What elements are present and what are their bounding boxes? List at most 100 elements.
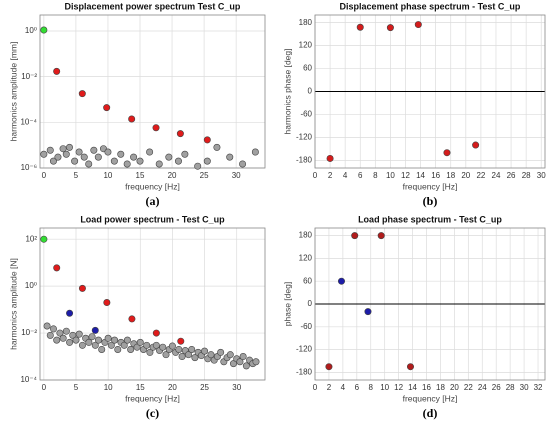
chart-title: Load power spectrum - Test C_up [80,214,225,224]
y-tick-label: -180 [296,368,313,377]
caption: (b) [423,194,438,208]
data-point [72,336,80,344]
y-tick-label: 10⁻² [21,72,37,81]
x-tick-label: 5 [74,383,79,392]
data-point [49,325,57,333]
data-point [252,358,260,366]
data-point [143,341,151,349]
x-tick-label: 0 [313,383,318,392]
plot-frame [314,14,546,169]
data-point [111,336,119,344]
x-axis-label: frequency [Hz] [125,181,180,191]
plot-area [40,15,265,168]
data-point [136,338,144,346]
data-point [239,353,247,361]
x-tick-label: 16 [422,383,431,392]
data-point [185,351,193,359]
data-point [98,345,106,353]
data-point [188,345,196,353]
data-point [152,329,160,337]
data-point [104,334,112,342]
y-tick-label: 10⁻⁶ [21,163,37,172]
data-point [226,351,234,359]
data-point [177,337,185,345]
x-tick-label: 15 [136,383,145,392]
data-point [162,351,170,359]
x-tick-label: 15 [136,171,145,180]
x-tick-label: 18 [436,383,445,392]
data-point [242,362,250,370]
x-tick-label: 26 [507,171,516,180]
y-axis-label: harmonics amplitude [N] [8,258,18,350]
y-tick-label: 10⁰ [25,26,37,35]
data-point [123,336,131,344]
data-point [46,146,54,154]
y-tick-label: 60 [303,276,312,285]
x-tick-label: 28 [522,171,531,180]
x-tick-label: 25 [200,171,209,180]
y-tick-label: -120 [296,133,313,142]
plot-frame [39,227,266,381]
data-point [203,136,211,144]
x-tick-label: 20 [168,171,177,180]
x-tick-label: 2 [328,171,333,180]
x-tick-label: 10 [103,171,112,180]
x-axis-label: frequency [Hz] [125,393,180,403]
plot-frame [314,227,546,381]
data-point [85,160,93,168]
data-point [75,330,83,338]
data-point [71,157,79,165]
data-point [181,150,189,158]
y-tick-label: 0 [308,87,313,96]
data-point [226,153,234,161]
x-tick-label: 6 [358,171,363,180]
x-tick-label: 30 [520,383,529,392]
data-point [90,146,98,154]
data-point [176,130,184,138]
x-tick-label: 20 [168,383,177,392]
data-point [75,148,83,156]
y-tick-label: -120 [296,345,313,354]
data-point [46,331,54,339]
data-point [165,153,173,161]
data-point [203,157,211,165]
data-point [103,104,111,112]
data-point [326,154,334,162]
x-tick-label: 4 [343,171,348,180]
data-point [65,143,73,151]
x-tick-label: 4 [341,383,346,392]
x-tick-label: 22 [476,171,485,180]
data-point [78,284,86,292]
data-point [133,343,141,351]
x-tick-label: 18 [446,171,455,180]
data-point [53,264,61,272]
data-point [356,23,364,31]
y-tick-label: 10⁰ [25,281,37,290]
data-point [217,348,225,356]
x-tick-label: 12 [401,171,410,180]
x-tick-label: 20 [461,171,470,180]
x-tick-label: 0 [42,171,47,180]
x-tick-label: 10 [386,171,395,180]
data-point [114,345,122,353]
y-tick-label: 180 [299,231,313,240]
x-tick-label: 14 [416,171,425,180]
y-axis-label: phase [deg] [282,282,292,326]
data-point [364,308,372,316]
chart-title: Displacement power spectrum Test C_up [65,1,241,11]
x-tick-label: 30 [232,383,241,392]
data-point [377,232,385,240]
data-point [351,232,359,240]
data-point [78,341,86,349]
data-point [386,24,394,32]
data-point [213,143,221,151]
data-point [239,160,247,168]
x-tick-label: 5 [74,171,79,180]
x-tick-label: 6 [355,383,360,392]
data-point [472,141,480,149]
data-point [95,336,103,344]
x-tick-label: 2 [327,383,332,392]
data-point [53,67,61,75]
x-tick-label: 8 [373,171,378,180]
